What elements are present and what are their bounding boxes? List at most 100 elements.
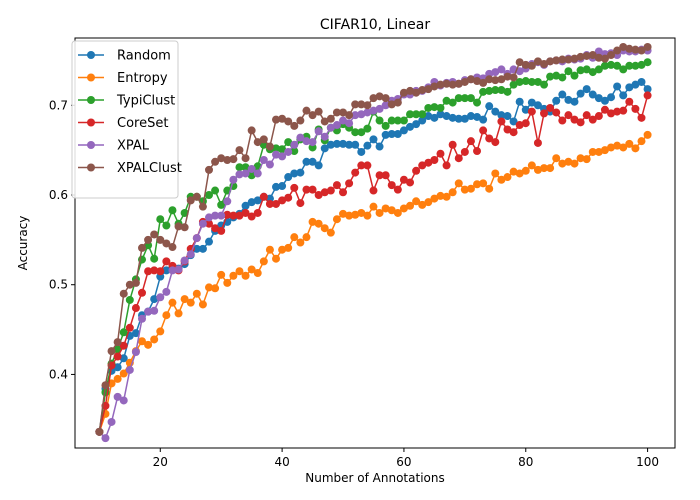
data-point-entropy (180, 295, 189, 304)
data-point-xpal (332, 121, 341, 130)
data-point-xpalclust (113, 338, 122, 347)
data-point-xpalclust (436, 80, 445, 89)
data-point-random (442, 112, 451, 121)
data-point-random (308, 157, 317, 166)
data-point-coreset (314, 191, 323, 199)
data-point-coreset (339, 188, 348, 197)
legend-marker (87, 73, 95, 82)
data-point-random (284, 173, 293, 182)
data-point-coreset (454, 154, 463, 163)
data-point-entropy (430, 194, 439, 203)
data-point-entropy (229, 271, 238, 280)
data-point-xpal (259, 156, 268, 165)
data-point-coreset (485, 134, 494, 143)
data-point-xpal (253, 169, 262, 178)
data-point-entropy (326, 228, 335, 237)
data-point-random (454, 114, 463, 123)
data-point-random (607, 93, 616, 102)
data-point-entropy (406, 201, 415, 210)
data-point-random (479, 115, 488, 124)
data-point-coreset (357, 161, 366, 170)
data-point-xpalclust (515, 58, 524, 67)
data-point-typiclust (576, 66, 585, 75)
data-point-typiclust (546, 72, 555, 81)
data-point-typiclust (594, 65, 603, 74)
legend-marker (87, 163, 95, 172)
data-point-coreset (144, 267, 153, 276)
data-point-entropy (345, 211, 354, 220)
data-point-xpal (235, 170, 244, 179)
data-point-entropy (296, 238, 305, 247)
data-point-xpal (363, 108, 372, 117)
data-point-coreset (345, 179, 354, 188)
data-point-coreset (442, 161, 451, 170)
series-xpalclust (95, 42, 652, 436)
data-point-xpal (211, 211, 220, 220)
data-point-xpal (326, 123, 335, 132)
data-point-xpalclust (479, 78, 488, 87)
data-point-entropy (156, 327, 165, 336)
data-point-coreset (156, 267, 165, 276)
data-point-xpal (351, 111, 360, 120)
data-point-entropy (278, 245, 287, 254)
data-point-typiclust (619, 65, 628, 74)
data-point-xpal (278, 152, 287, 161)
data-point-xpalclust (168, 243, 177, 252)
data-point-xpalclust (296, 116, 305, 125)
data-point-random (466, 112, 475, 121)
data-point-random (406, 122, 415, 131)
data-point-coreset (540, 109, 549, 118)
data-point-random (205, 237, 214, 246)
data-point-typiclust (412, 110, 421, 119)
data-point-xpal (144, 307, 153, 316)
data-point-typiclust (406, 110, 415, 119)
data-point-xpal (302, 137, 311, 146)
data-point-xpalclust (186, 196, 195, 205)
data-point-xpalclust (217, 154, 226, 163)
data-point-xpalclust (156, 235, 165, 244)
data-point-entropy (436, 191, 445, 200)
data-point-xpalclust (272, 115, 281, 124)
data-point-entropy (284, 243, 293, 252)
data-point-entropy (600, 146, 609, 155)
data-point-entropy (399, 204, 408, 213)
data-point-random (533, 101, 542, 110)
data-point-typiclust (515, 77, 524, 86)
data-point-xpal (119, 396, 128, 405)
data-point-coreset (381, 171, 390, 180)
data-point-coreset (241, 208, 250, 217)
data-point-random (332, 139, 341, 148)
data-point-coreset (131, 304, 140, 313)
data-point-xpal (247, 164, 256, 173)
data-point-xpal (113, 392, 122, 401)
data-point-random (113, 363, 122, 372)
x-axis: 20 40 60 80 100 (153, 448, 659, 469)
data-point-xpalclust (430, 82, 439, 91)
data-point-random (448, 113, 457, 122)
data-point-coreset (594, 112, 603, 121)
data-point-typiclust (503, 87, 512, 96)
data-point-entropy (247, 265, 256, 274)
data-point-typiclust (211, 186, 220, 195)
data-point-xpal (131, 348, 140, 356)
data-point-random (369, 135, 378, 144)
data-point-entropy (497, 175, 506, 184)
data-point-xpalclust (625, 44, 634, 53)
data-point-xpalclust (533, 57, 542, 66)
legend-label: Random (117, 49, 171, 64)
data-point-typiclust (125, 295, 134, 304)
data-point-coreset (332, 181, 341, 190)
data-point-xpalclust (138, 243, 147, 252)
data-point-xpalclust (339, 108, 348, 117)
data-point-coreset (399, 175, 408, 184)
data-point-typiclust (491, 86, 500, 95)
data-point-random (198, 244, 207, 253)
data-point-coreset (424, 158, 433, 167)
data-point-xpalclust (497, 75, 506, 84)
data-point-xpalclust (540, 60, 549, 69)
data-point-typiclust (119, 328, 128, 337)
data-point-entropy (625, 139, 634, 148)
data-point-entropy (509, 167, 518, 176)
data-point-entropy (357, 208, 366, 217)
data-point-coreset (308, 185, 317, 194)
